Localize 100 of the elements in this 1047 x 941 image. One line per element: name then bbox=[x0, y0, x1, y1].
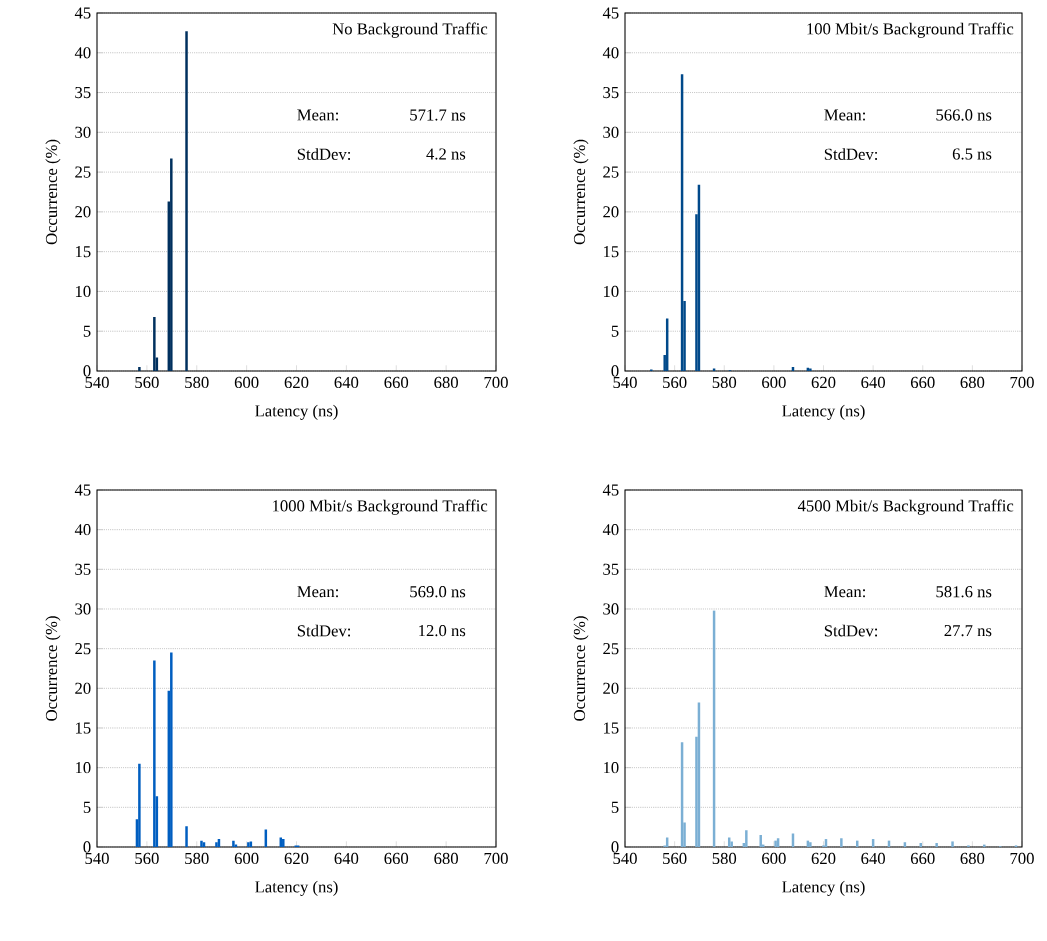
x-axis-title: Latency (ns) bbox=[255, 404, 338, 420]
x-tick-label: 580 bbox=[185, 852, 209, 865]
x-tick-label: 560 bbox=[663, 852, 687, 865]
y-tick-label: 25 bbox=[603, 643, 619, 655]
x-tick-label: 680 bbox=[960, 376, 985, 389]
annotation: StdDev: bbox=[297, 148, 351, 160]
x-axis-title: Latency (ns) bbox=[255, 880, 338, 896]
text: 4500 Mbit/s Background Traffic bbox=[797, 499, 1014, 515]
annotation: StdDev: bbox=[824, 148, 878, 160]
y-axis-title: Occurrence (%) bbox=[573, 616, 589, 721]
text: No Background Traffic bbox=[332, 22, 488, 38]
y-tick-label: 30 bbox=[75, 126, 91, 138]
bar bbox=[185, 826, 188, 847]
annotation: Mean: bbox=[297, 109, 338, 121]
x-tick-label: 580 bbox=[185, 376, 209, 389]
text: 1000 Mbit/s Background Traffic bbox=[273, 499, 488, 515]
x-tick-label: 600 bbox=[234, 376, 259, 389]
annotation: StdDev: bbox=[824, 624, 878, 637]
y-tick-label: 35 bbox=[603, 563, 619, 575]
y-tick-label: 30 bbox=[603, 126, 619, 138]
annotation: 6.5 ns bbox=[952, 148, 992, 160]
y-tick-label: 20 bbox=[75, 682, 91, 694]
y-tick-label: 30 bbox=[75, 603, 91, 615]
text: 100 Mbit/s Background Traffic bbox=[807, 22, 1014, 38]
x-tick-label: 600 bbox=[762, 852, 786, 865]
bar bbox=[138, 763, 141, 847]
x-tick-label: 560 bbox=[663, 376, 687, 389]
bar bbox=[951, 841, 954, 847]
bar bbox=[840, 838, 843, 847]
x-tick-label: 620 bbox=[284, 852, 309, 865]
annotation: 569.0 ns bbox=[410, 586, 466, 598]
y-tick-label: 45 bbox=[74, 484, 91, 496]
y-tick-label: 5 bbox=[83, 801, 91, 813]
x-axis-title: Latency (ns) bbox=[782, 404, 865, 420]
y-tick-label: 15 bbox=[603, 722, 619, 734]
annotation: 4.2 ns bbox=[426, 148, 466, 160]
y-tick-label: 20 bbox=[603, 682, 619, 694]
x-tick-label: 560 bbox=[135, 376, 159, 389]
bar bbox=[759, 835, 762, 847]
x-tick-label: 680 bbox=[434, 852, 458, 865]
annotation: 27.7 ns bbox=[944, 625, 992, 637]
x-tick-label: 580 bbox=[712, 376, 737, 389]
annotation: Mean: bbox=[824, 109, 865, 121]
y-tick-label: 0 bbox=[611, 841, 619, 853]
x-tick-label: 600 bbox=[762, 376, 786, 389]
bar bbox=[153, 660, 156, 847]
y-tick-label: 45 bbox=[602, 484, 619, 496]
y-tick-label: 40 bbox=[602, 524, 619, 536]
y-tick-label: 45 bbox=[74, 7, 91, 19]
y-tick-label: 35 bbox=[75, 563, 91, 575]
bar bbox=[232, 840, 235, 847]
x-tick-label: 600 bbox=[234, 852, 259, 865]
x-tick-label: 640 bbox=[334, 852, 359, 865]
y-tick-label: 40 bbox=[74, 47, 91, 59]
y-tick-label: 5 bbox=[83, 325, 91, 337]
x-tick-label: 660 bbox=[384, 376, 409, 389]
y-tick-label: 0 bbox=[611, 365, 619, 377]
y-tick-label: 40 bbox=[74, 524, 91, 536]
y-tick-label: 40 bbox=[602, 47, 619, 59]
bar bbox=[745, 830, 748, 847]
x-tick-label: 660 bbox=[910, 376, 935, 389]
y-tick-label: 15 bbox=[603, 246, 619, 258]
x-tick-label: 640 bbox=[861, 376, 885, 389]
x-tick-label: 540 bbox=[85, 376, 109, 389]
y-tick-label: 25 bbox=[75, 166, 91, 178]
y-tick-label: 0 bbox=[83, 841, 91, 853]
x-tick-label: 680 bbox=[434, 376, 458, 389]
x-tick-label: 640 bbox=[334, 376, 359, 389]
y-tick-label: 5 bbox=[611, 801, 619, 813]
x-tick-label: 660 bbox=[910, 852, 935, 865]
y-axis-title: Occurrence (%) bbox=[45, 616, 61, 721]
x-tick-label: 660 bbox=[384, 852, 409, 865]
x-tick-label: 620 bbox=[811, 852, 836, 865]
y-tick-label: 5 bbox=[611, 325, 619, 337]
bar bbox=[138, 367, 141, 371]
x-tick-label: 540 bbox=[85, 852, 109, 865]
x-tick-label: 680 bbox=[960, 852, 985, 865]
bar bbox=[170, 652, 173, 847]
x-tick-label: 640 bbox=[861, 852, 885, 865]
x-tick-label: 700 bbox=[484, 376, 508, 389]
x-tick-label: 620 bbox=[811, 376, 836, 389]
bar bbox=[983, 844, 986, 847]
annotation: Mean: bbox=[824, 586, 865, 598]
x-tick-label: 620 bbox=[284, 376, 309, 389]
y-tick-label: 10 bbox=[75, 762, 91, 774]
bar bbox=[170, 158, 173, 371]
x-tick-label: 560 bbox=[135, 852, 159, 865]
y-tick-label: 15 bbox=[75, 246, 91, 258]
y-tick-label: 20 bbox=[603, 206, 619, 218]
y-tick-label: 10 bbox=[75, 285, 91, 298]
y-tick-label: 35 bbox=[603, 86, 619, 99]
annotation: StdDev: bbox=[297, 624, 351, 637]
x-axis-title: Latency (ns) bbox=[782, 880, 865, 896]
y-tick-label: 45 bbox=[602, 7, 619, 19]
y-tick-label: 30 bbox=[603, 603, 619, 615]
bar bbox=[935, 843, 938, 847]
x-tick-label: 700 bbox=[484, 852, 508, 865]
annotation: 566.0 ns bbox=[936, 109, 992, 121]
x-tick-label: 700 bbox=[1010, 852, 1034, 865]
bar bbox=[730, 841, 733, 847]
